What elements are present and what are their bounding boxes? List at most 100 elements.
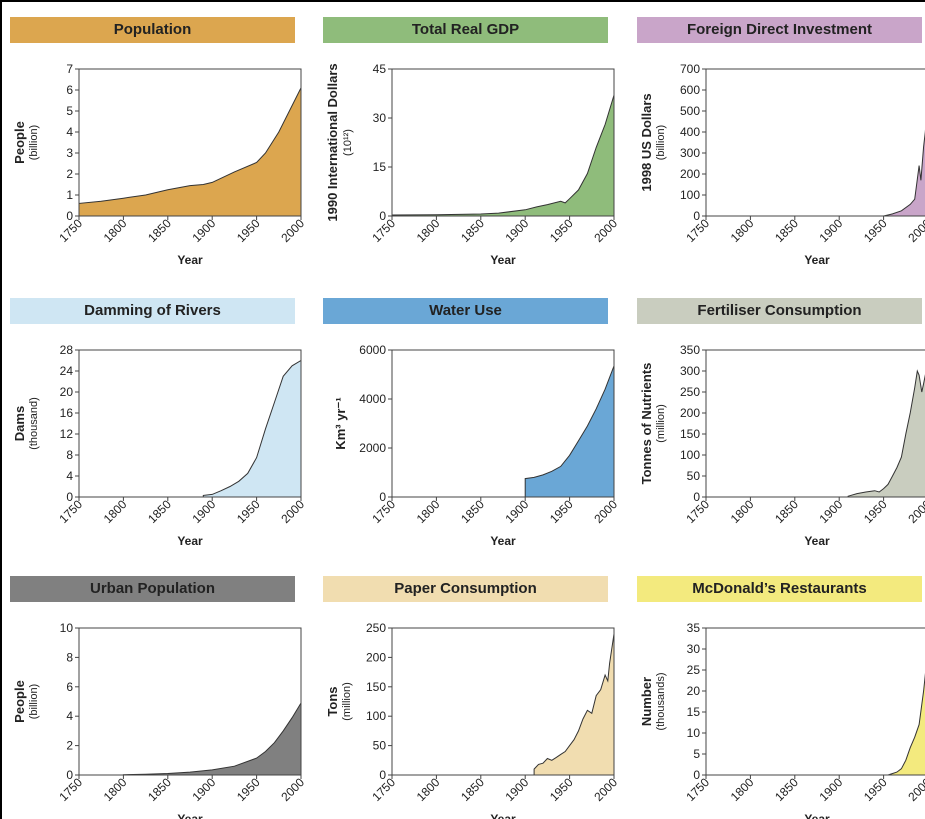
chart-panel-damming-of-rivers: Damming of Rivers 0 4 8 12 16 20 24 28 1750 1800 18… [10, 298, 310, 558]
x-tick-label: 2000 [905, 775, 925, 804]
y-axis-label: Tons [325, 686, 340, 716]
x-tick-label: 1900 [190, 775, 219, 804]
y-axis-label: 1990 International Dollars [325, 63, 340, 221]
x-tick-label: 1950 [234, 497, 263, 526]
chart-plot: 0 50 100 150 200 250 300 350 1750 1800 1850 1900 195… [637, 324, 925, 564]
x-axis-label: Year [804, 534, 830, 548]
x-tick-label: 1800 [101, 775, 130, 804]
y-tick-label: 12 [60, 427, 74, 441]
x-tick-label: 1800 [728, 497, 757, 526]
y-tick-label: 16 [60, 406, 74, 420]
x-tick-label: 1950 [861, 216, 890, 245]
x-tick-label: 1850 [458, 216, 487, 245]
x-axis-label: Year [177, 534, 203, 548]
y-tick-label: 600 [680, 83, 700, 97]
y-axis-label: Dams [12, 406, 27, 441]
y-tick-label: 150 [680, 427, 700, 441]
chart-title: Population [10, 17, 295, 43]
y-axis-unit: (billion) [28, 125, 40, 160]
y-tick-label: 7 [66, 62, 73, 76]
series-area [525, 366, 614, 497]
x-tick-label: 1900 [817, 497, 846, 526]
x-tick-label: 1800 [728, 775, 757, 804]
series-area [884, 98, 925, 216]
x-tick-label: 1750 [369, 216, 398, 245]
x-tick-label: 1900 [503, 775, 532, 804]
chart-title: Water Use [323, 298, 608, 324]
y-tick-label: 700 [680, 62, 700, 76]
y-axis-label: 1998 US Dollars [639, 93, 654, 191]
y-tick-label: 4 [66, 469, 73, 483]
series-area [534, 634, 614, 775]
x-tick-label: 2000 [278, 497, 307, 526]
y-tick-label: 200 [680, 406, 700, 420]
x-tick-label: 1800 [414, 775, 443, 804]
x-tick-label: 1850 [458, 497, 487, 526]
chart-panel-total-real-gdp: Total Real GDP 0 15 30 45 1750 1800 1850 1900 195… [323, 17, 623, 277]
y-tick-label: 30 [687, 642, 701, 656]
y-tick-label: 5 [66, 104, 73, 118]
y-tick-label: 35 [687, 621, 701, 635]
y-tick-label: 200 [366, 650, 386, 664]
x-tick-label: 1900 [190, 497, 219, 526]
y-tick-label: 15 [373, 160, 387, 174]
y-tick-label: 5 [693, 747, 700, 761]
chart-title: Fertiliser Consumption [637, 298, 922, 324]
x-axis-label: Year [177, 812, 203, 819]
y-tick-label: 300 [680, 146, 700, 160]
chart-plot: 0 2 4 6 8 10 1750 1800 1850 1900 1950 2000 Year Peopl… [10, 602, 310, 819]
y-tick-label: 100 [680, 188, 700, 202]
chart-title: Total Real GDP [323, 17, 608, 43]
y-axis-unit: (million) [655, 404, 667, 443]
y-tick-label: 28 [60, 343, 74, 357]
y-tick-label: 2000 [359, 441, 386, 455]
y-tick-label: 4 [66, 709, 73, 723]
y-axis-unit: (thousand) [28, 397, 40, 450]
x-tick-label: 2000 [591, 775, 620, 804]
chart-panel-urban-population: Urban Population 0 2 4 6 8 10 1750 1800 1850 1900 1… [10, 576, 310, 819]
x-tick-label: 1900 [817, 775, 846, 804]
series-area [203, 361, 301, 498]
y-tick-label: 8 [66, 448, 73, 462]
y-tick-label: 10 [60, 621, 74, 635]
y-tick-label: 6 [66, 83, 73, 97]
chart-plot: 0 2000 4000 6000 1750 1800 1850 1900 1950 2000 Yea… [323, 324, 623, 564]
chart-plot: 0 100 200 300 400 500 600 700 1750 1800 1850 1900 19… [637, 43, 925, 283]
y-tick-label: 200 [680, 167, 700, 181]
x-tick-label: 2000 [905, 216, 925, 245]
chart-panel-water-use: Water Use 0 2000 4000 6000 1750 1800 1850 1900 19… [323, 298, 623, 558]
y-tick-label: 6 [66, 680, 73, 694]
x-tick-label: 2000 [278, 775, 307, 804]
chart-panel-foreign-direct-investment: Foreign Direct Investment 0 100 200 300 400 50… [637, 17, 925, 277]
y-axis-unit: (million) [341, 682, 353, 721]
x-tick-label: 1850 [145, 216, 174, 245]
x-tick-label: 1800 [414, 216, 443, 245]
x-tick-label: 1900 [190, 216, 219, 245]
x-axis-label: Year [177, 253, 203, 267]
y-tick-label: 45 [373, 62, 387, 76]
x-axis-label: Year [490, 534, 516, 548]
y-tick-label: 500 [680, 104, 700, 118]
y-axis-unit: (billion) [655, 125, 667, 160]
series-area [888, 649, 925, 775]
y-axis-label: Tonnes of Nutrients [639, 363, 654, 485]
y-axis-label: Number [639, 677, 654, 726]
y-tick-label: 250 [366, 621, 386, 635]
series-area [848, 371, 925, 497]
x-tick-label: 1800 [101, 497, 130, 526]
x-tick-label: 2000 [905, 497, 925, 526]
y-tick-label: 25 [687, 663, 701, 677]
x-tick-label: 1950 [547, 216, 576, 245]
y-tick-label: 100 [366, 709, 386, 723]
chart-plot: 0 15 30 45 1750 1800 1850 1900 1950 2000 Year 1990 … [323, 43, 623, 283]
plot-frame [706, 628, 925, 775]
y-axis-unit: (billion) [28, 684, 40, 719]
x-tick-label: 1850 [772, 216, 801, 245]
x-tick-label: 1750 [56, 775, 85, 804]
x-tick-label: 1750 [369, 775, 398, 804]
y-tick-label: 24 [60, 364, 74, 378]
y-tick-label: 400 [680, 125, 700, 139]
plot-frame [706, 69, 925, 216]
y-tick-label: 2 [66, 167, 73, 181]
chart-title: Paper Consumption [323, 576, 608, 602]
